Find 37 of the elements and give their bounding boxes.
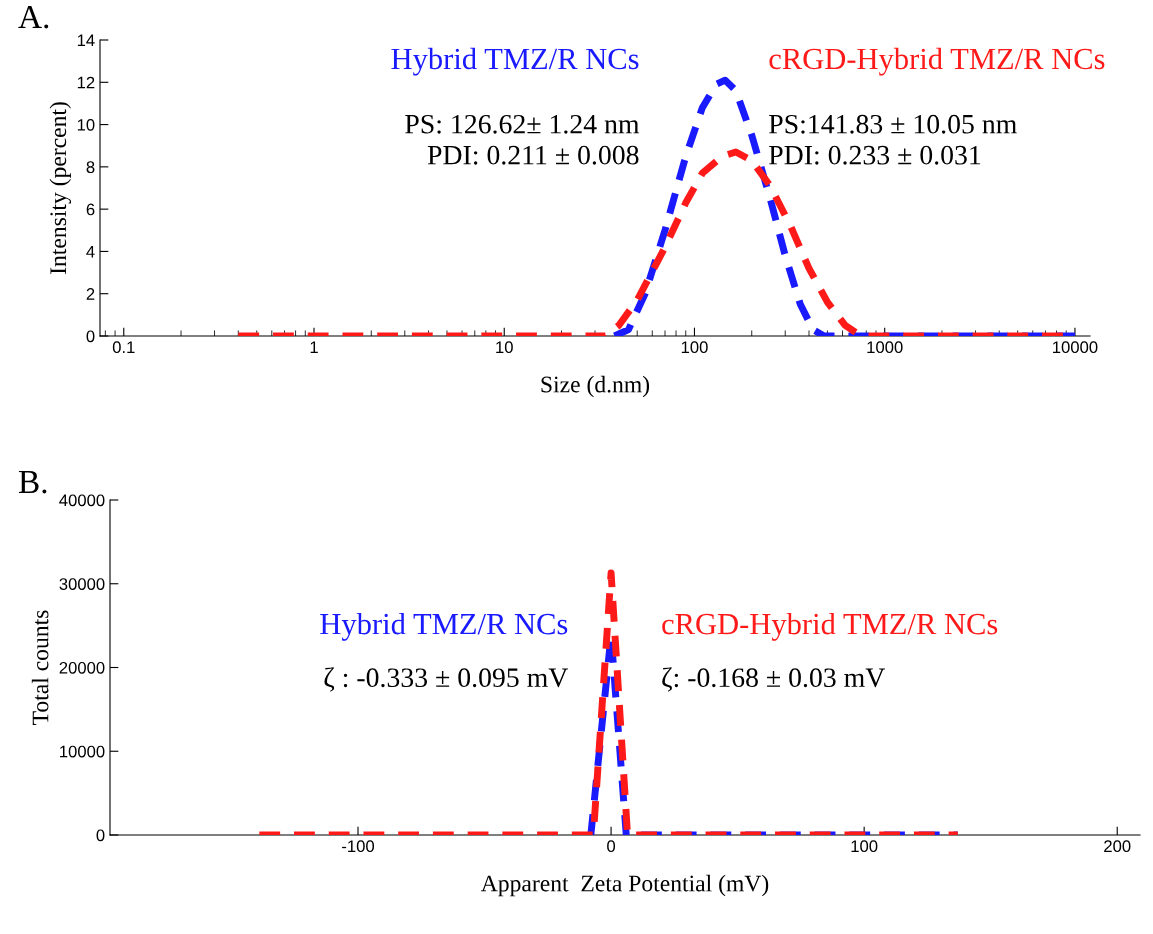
x-tick-label: 1000 — [867, 341, 903, 354]
y-tick-label: 6 — [86, 203, 95, 216]
y-tick-label: 0 — [86, 330, 95, 343]
y-axis-title: Intensity (percent) — [49, 102, 72, 275]
y-axis-title: Total counts — [31, 610, 49, 725]
y-tick-label: 4 — [86, 246, 95, 258]
y-tick-label: 10 — [77, 118, 95, 131]
y-tick-label: 30000 — [59, 578, 105, 590]
y-tick-label: 12 — [77, 76, 95, 89]
x-tick-label: 10000 — [1053, 341, 1098, 354]
series-label: cRGD-Hybrid TMZ/R NCs — [662, 612, 998, 641]
y-tick-label: 2 — [86, 288, 95, 300]
x-tick-label: -100 — [342, 840, 375, 853]
x-axis-title: Size (d.nm) — [541, 375, 650, 398]
annotation: ζ: -0.168 ± 0.03 mV — [662, 667, 886, 692]
annotation: PS:141.83 ± 10.05 nm PDI: 0.233 ± 0.031 — [769, 114, 1017, 165]
x-tick-label: 0.1 — [112, 341, 135, 354]
y-tick-label: 0 — [96, 829, 105, 842]
x-tick-label: 100 — [851, 840, 878, 853]
series-label: Hybrid TMZ/R NCs — [320, 612, 568, 641]
y-tick-label: 40000 — [59, 494, 105, 507]
y-tick-label: 10000 — [60, 745, 105, 758]
x-tick-label: 0 — [607, 840, 616, 853]
x-axis-title: Apparent Zeta Potential (mV) — [480, 874, 769, 897]
x-tick-label: 1 — [310, 341, 318, 353]
text: cRGD-Hybrid TMZ/R NCs — [769, 47, 1105, 76]
y-tick-label: 8 — [86, 161, 95, 174]
text: B. — [18, 471, 47, 494]
x-tick-label: 10 — [496, 341, 513, 354]
y-tick-label: 14 — [77, 34, 95, 47]
annotation: ζ : -0.333 ± 0.095 mV — [324, 667, 569, 692]
annotation: PS: 126.62± 1.24 nm PDI: 0.211 ± 0.008 — [405, 114, 640, 165]
x-tick-label: 200 — [1104, 840, 1131, 853]
text: Hybrid TMZ/R NCs — [391, 47, 639, 76]
y-tick-label: 20000 — [59, 661, 105, 674]
text: A. — [18, 5, 49, 29]
x-tick-label: 100 — [681, 341, 708, 354]
